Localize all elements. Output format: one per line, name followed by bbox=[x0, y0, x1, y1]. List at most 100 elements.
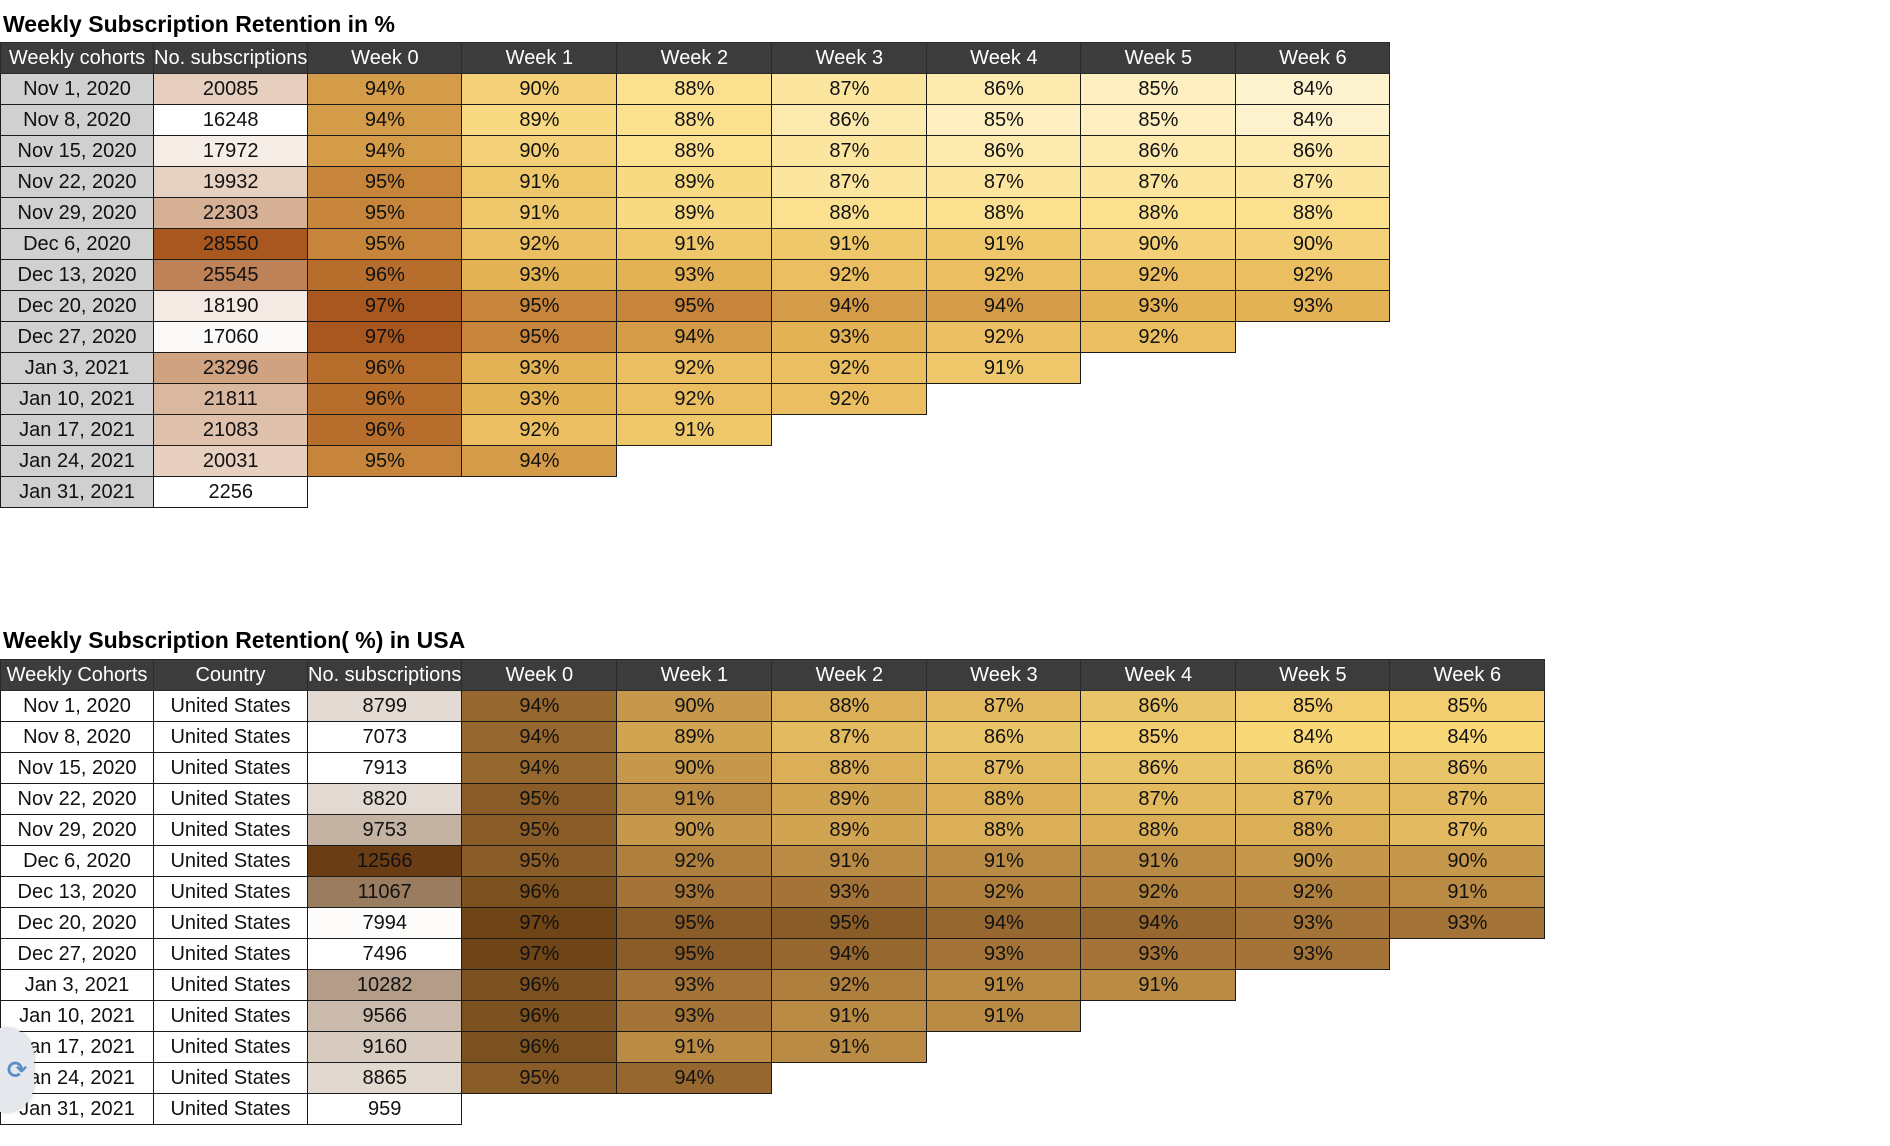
retention-cell: 86% bbox=[926, 721, 1082, 753]
retention-cell: 95% bbox=[461, 1062, 618, 1094]
subscriptions-cell: 7994 bbox=[306, 907, 463, 939]
retention-cell: 95% bbox=[307, 166, 463, 198]
retention-cell: 95% bbox=[461, 814, 618, 846]
empty-cell bbox=[1081, 1001, 1236, 1032]
retention-table: Weekly cohorts No. subscriptions Week 0 Wee… bbox=[0, 42, 1391, 508]
subscriptions-cell: 9566 bbox=[306, 1000, 463, 1032]
header-row: Weekly Cohorts Country No. subscriptions We… bbox=[0, 659, 1546, 691]
country-cell: United States bbox=[153, 1093, 308, 1125]
retention-cell: 84% bbox=[1235, 721, 1391, 753]
retention-cell: 95% bbox=[616, 938, 773, 970]
retention-cell: 91% bbox=[1389, 876, 1546, 908]
table-row: Dec 6, 2020 28550 95% 92% 91% 91% 91% 90% 90% bbox=[0, 228, 1391, 260]
subscriptions-cell: 20085 bbox=[152, 73, 309, 105]
retention-cell: 94% bbox=[926, 290, 1082, 322]
retention-cell: 85% bbox=[1080, 73, 1237, 105]
retention-cell: 94% bbox=[1080, 907, 1237, 939]
retention-cell: 93% bbox=[461, 259, 618, 291]
retention-cell: 89% bbox=[616, 721, 773, 753]
empty-cell bbox=[927, 1032, 1081, 1063]
retention-cell: 92% bbox=[771, 383, 928, 415]
column-header: Week 1 bbox=[461, 42, 618, 74]
scroll-refresh-icon[interactable]: ⟳ bbox=[0, 1028, 34, 1112]
cohort-cell: Nov 29, 2020 bbox=[0, 814, 154, 846]
retention-cell: 93% bbox=[1235, 290, 1391, 322]
retention-cell: 88% bbox=[616, 135, 773, 167]
retention-cell: 92% bbox=[1235, 259, 1391, 291]
subscriptions-cell: 18190 bbox=[152, 290, 309, 322]
empty-cell bbox=[927, 477, 1081, 508]
retention-cell: 88% bbox=[926, 197, 1082, 229]
retention-cell: 95% bbox=[307, 197, 463, 229]
empty-cell bbox=[1390, 970, 1545, 1001]
subscriptions-cell: 7073 bbox=[306, 721, 463, 753]
table-row: Nov 29, 2020 United States 9753 95% 90% 89% 88… bbox=[0, 814, 1546, 846]
subscriptions-cell: 7913 bbox=[306, 752, 463, 784]
empty-cell bbox=[1236, 384, 1390, 415]
cohort-cell: Dec 13, 2020 bbox=[0, 259, 154, 291]
table-row: Dec 13, 2020 United States 11067 96% 93% 93% 9… bbox=[0, 876, 1546, 908]
retention-cell: 96% bbox=[307, 259, 463, 291]
retention-cell: 87% bbox=[771, 73, 928, 105]
retention-cell: 90% bbox=[616, 752, 773, 784]
empty-cell bbox=[1081, 446, 1236, 477]
table-row: Nov 15, 2020 17972 94% 90% 88% 87% 86% 86% 86% bbox=[0, 135, 1391, 167]
usa-retention-table: Weekly Cohorts Country No. subscriptions We… bbox=[0, 659, 1546, 1125]
retention-cell: 90% bbox=[616, 814, 773, 846]
column-header: Week 4 bbox=[1080, 659, 1237, 691]
cohort-cell: Dec 27, 2020 bbox=[0, 321, 154, 353]
retention-cell: 93% bbox=[1080, 938, 1237, 970]
subscriptions-cell: 7496 bbox=[306, 938, 463, 970]
empty-cell bbox=[1236, 415, 1390, 446]
column-header: Week 2 bbox=[616, 42, 773, 74]
retention-cell: 93% bbox=[1080, 290, 1237, 322]
retention-cell: 88% bbox=[926, 783, 1082, 815]
country-cell: United States bbox=[153, 907, 308, 939]
empty-cell bbox=[1081, 353, 1236, 384]
empty-cell bbox=[927, 415, 1081, 446]
retention-cell: 93% bbox=[1389, 907, 1546, 939]
empty-cell bbox=[1236, 1063, 1390, 1094]
retention-cell: 95% bbox=[461, 290, 618, 322]
retention-cell: 94% bbox=[771, 938, 928, 970]
retention-cell: 90% bbox=[461, 135, 618, 167]
table-row: Jan 31, 2021 United States 959 bbox=[0, 1093, 1545, 1125]
retention-cell: 86% bbox=[926, 73, 1082, 105]
retention-cell: 96% bbox=[461, 969, 618, 1001]
retention-cell: 91% bbox=[461, 197, 618, 229]
retention-cell: 92% bbox=[771, 352, 928, 384]
retention-cell: 91% bbox=[926, 228, 1082, 260]
retention-cell: 94% bbox=[461, 721, 618, 753]
country-cell: United States bbox=[153, 721, 308, 753]
column-header: Week 2 bbox=[771, 659, 928, 691]
retention-cell: 87% bbox=[771, 166, 928, 198]
table-row: Dec 6, 2020 United States 12566 95% 92% 91% 91… bbox=[0, 845, 1546, 877]
table-row: Nov 8, 2020 United States 7073 94% 89% 87% 86%… bbox=[0, 721, 1546, 753]
table-row: Nov 15, 2020 United States 7913 94% 90% 88% 87… bbox=[0, 752, 1546, 784]
table1-title: Weekly Subscription Retention in % bbox=[3, 11, 395, 37]
retention-cell: 92% bbox=[926, 876, 1082, 908]
empty-cell bbox=[617, 1094, 772, 1125]
retention-cell: 92% bbox=[1080, 876, 1237, 908]
retention-cell: 91% bbox=[1080, 969, 1237, 1001]
retention-cell: 87% bbox=[1080, 166, 1237, 198]
header-row: Weekly cohorts No. subscriptions Week 0 Wee… bbox=[0, 42, 1391, 74]
column-header: Country bbox=[153, 659, 308, 691]
empty-cell bbox=[1236, 322, 1390, 353]
empty-cell bbox=[772, 1094, 927, 1125]
subscriptions-cell: 25545 bbox=[152, 259, 309, 291]
cohort-cell: Dec 6, 2020 bbox=[0, 228, 154, 260]
retention-cell: 85% bbox=[1235, 690, 1391, 722]
subscriptions-cell: 28550 bbox=[152, 228, 309, 260]
retention-cell: 86% bbox=[1235, 135, 1391, 167]
retention-cell: 87% bbox=[771, 721, 928, 753]
retention-cell: 87% bbox=[771, 135, 928, 167]
subscriptions-cell: 9753 bbox=[306, 814, 463, 846]
retention-cell: 84% bbox=[1235, 104, 1391, 136]
country-cell: United States bbox=[153, 690, 308, 722]
retention-cell: 95% bbox=[307, 445, 463, 477]
country-cell: United States bbox=[153, 1031, 308, 1063]
cohort-cell: Nov 1, 2020 bbox=[0, 73, 154, 105]
retention-cell: 91% bbox=[1080, 845, 1237, 877]
retention-cell: 91% bbox=[926, 845, 1082, 877]
